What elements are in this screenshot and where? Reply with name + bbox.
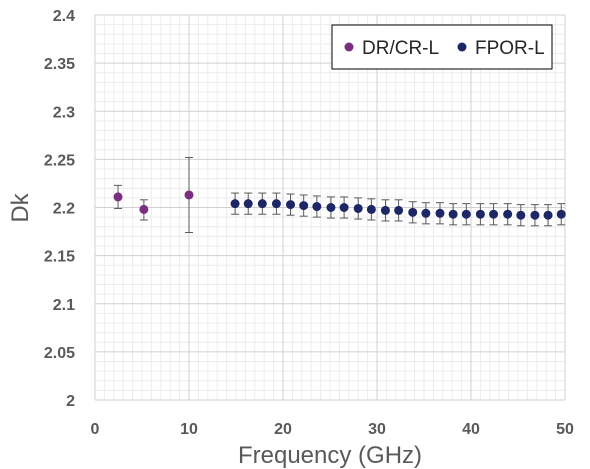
data-point [271, 199, 281, 209]
data-point [326, 203, 336, 212]
legend-label-drcr: DR/CR-L [362, 38, 439, 59]
data-point [543, 210, 553, 220]
data-point [489, 209, 499, 219]
data-point [461, 209, 471, 219]
y-tick-label: 2.2 [53, 201, 75, 218]
grid [94, 14, 566, 401]
data-point [408, 207, 418, 217]
data-point [380, 205, 390, 215]
x-axis-title: Frequency (GHz) [238, 442, 422, 469]
data-point [530, 210, 540, 220]
data-point [230, 199, 240, 209]
data-point [448, 209, 458, 219]
legend-marker-drcr [344, 42, 354, 52]
data-point [366, 204, 376, 214]
y-tick-label: 2.35 [44, 56, 75, 73]
data-point [257, 199, 267, 209]
tick-labels: 0 10 20 30 40 50 2 2.05 2.1 2.15 2.2 2.25 2.3 2.35 2.4 [44, 8, 574, 438]
series-fpor [230, 192, 566, 227]
data-point [394, 205, 404, 215]
y-tick-label: 2.1 [53, 297, 75, 314]
x-tick-label: 30 [368, 421, 386, 438]
series-drcr [113, 156, 194, 234]
x-tick-label: 20 [274, 421, 292, 438]
y-axis-title: Dk [7, 192, 34, 222]
y-tick-label: 2.4 [53, 8, 75, 25]
data-point [184, 190, 194, 200]
y-tick-label: 2.05 [44, 345, 75, 362]
legend-label-fpor: FPOR-L [475, 38, 545, 59]
data-point [421, 208, 431, 218]
data-point [516, 210, 526, 220]
data-point [299, 201, 309, 211]
data-point [503, 209, 513, 219]
y-tick-label: 2.15 [44, 249, 75, 266]
legend-box [331, 24, 553, 70]
data-point [556, 209, 566, 219]
data-point [286, 200, 296, 210]
data-point [353, 203, 363, 213]
data-point [312, 202, 322, 212]
x-tick-label: 50 [556, 421, 574, 438]
x-tick-label: 10 [180, 421, 198, 438]
data-series [113, 156, 566, 234]
data-point [339, 203, 349, 212]
x-tick-label: 0 [91, 421, 100, 438]
data-point [435, 208, 445, 218]
y-tick-label: 2 [66, 393, 75, 410]
data-point [243, 199, 253, 209]
y-tick-label: 2.25 [44, 152, 75, 169]
x-tick-label: 40 [462, 421, 480, 438]
legend-marker-fpor [457, 42, 467, 52]
data-point [139, 204, 149, 214]
data-point [113, 192, 123, 202]
y-tick-label: 2.3 [53, 104, 75, 121]
legend: DR/CR-L FPOR-L [331, 24, 553, 70]
data-point [475, 209, 485, 219]
